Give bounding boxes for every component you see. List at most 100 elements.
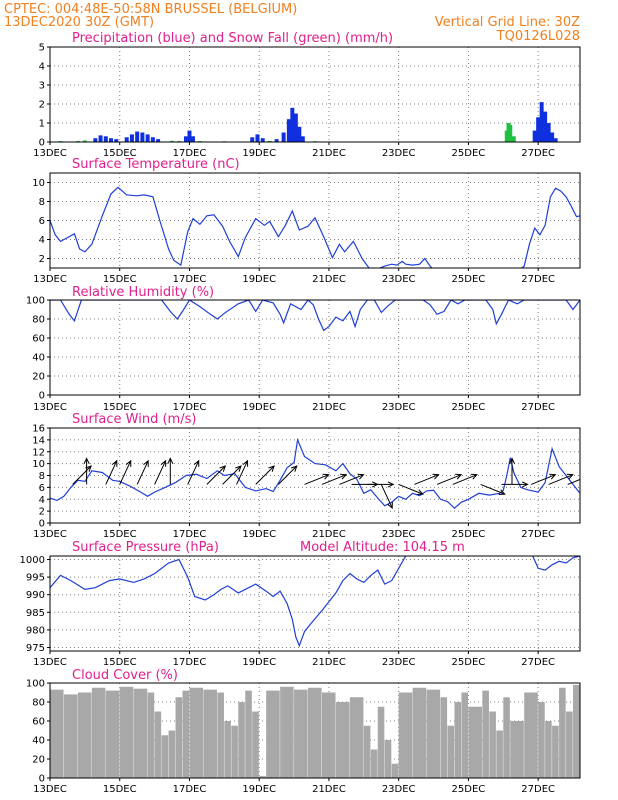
cloud-bar [440,697,448,778]
panel-title: Cloud Cover (%) [72,668,178,683]
x-tick-label: 17DEC [173,529,207,540]
cloud-bar [231,725,238,778]
y-tick-label: 80 [32,698,45,709]
wind-arrow [530,474,556,485]
cloud-bar [503,697,510,778]
wind-arrow [187,460,200,485]
wind-arrow [222,465,242,485]
y-tick-label: 995 [26,573,45,584]
precip-bar [145,134,150,142]
snow-bar [511,136,516,142]
series-line [50,556,580,648]
y-tick-label: 60 [32,334,45,345]
x-tick-label: 27DEC [521,148,555,159]
precip-bar [286,119,291,142]
snow-bar [170,140,175,142]
x-tick-label: 19DEC [242,402,276,413]
cloud-bar [559,687,566,778]
y-tick-label: 8 [39,471,45,482]
panel-title: Surface Pressure (hPa) [72,540,219,555]
precip-bar [250,137,255,142]
x-tick-label: 17DEC [173,657,207,668]
precip-bar [293,113,298,142]
plot-frame [49,555,581,652]
series-line [50,186,580,268]
y-tick-label: 80 [32,315,45,326]
cloud-bar [168,730,176,778]
wind-arrowhead [566,473,574,480]
x-tick-label: 15DEC [103,274,137,285]
cloud-bar [377,706,385,778]
x-tick-label: 23DEC [382,148,416,159]
cloud-bar [363,725,371,778]
wind-arrowhead [387,481,395,488]
precip-bar [93,138,98,142]
x-tick-label: 13DEC [33,657,67,668]
wind-arrow [414,474,439,485]
y-tick-label: 2 [39,100,45,111]
snow-bar [267,140,272,142]
x-tick-label: 21DEC [312,402,346,413]
wind-arrowhead [387,501,393,510]
x-tick-label: 13DEC [33,402,67,413]
plot-frame [49,299,581,396]
wind-arrowhead [167,457,174,465]
wind-arrowhead [219,465,227,472]
panel-6: 0 20 40 60 80 100 13DEC 15DEC 17DEC 19DEC 21DEC 23D… [26,668,581,795]
y-tick-label: 1 [39,119,45,130]
wind-arrow [72,465,92,485]
x-tick-label: 25DEC [452,784,486,795]
cloud-bar [77,692,92,778]
snow-bar [82,140,87,142]
precip-bar [109,138,114,142]
precip-bar [546,123,551,142]
cloud-bar [510,721,524,778]
cloud-bar [280,686,294,778]
cloud-bar [349,697,364,778]
wind-arrowhead [242,459,249,467]
cloud-bar [482,690,489,778]
cloud-bar [105,690,120,778]
wind-arrow [105,460,118,485]
y-tick-label: 0 [39,138,45,149]
cloud-bar [189,687,204,778]
x-tick-label: 15DEC [103,657,137,668]
wind-arrowhead [83,457,90,465]
wind-arrow [380,484,393,509]
y-tick-label: 0 [39,519,45,530]
precip-bar [135,131,140,142]
x-tick-label: 23DEC [382,784,416,795]
plot-area [50,437,580,510]
precip-bar [103,136,108,142]
y-tick-label: 100 [26,679,45,690]
wind-arrow [436,474,462,485]
x-tick-label: 21DEC [312,274,346,285]
panel-3: 0 20 40 60 80 100 13DEC 15DEC 17DEC 19DEC 21DEC 23D… [26,285,581,413]
y-tick-label: 100 [26,296,45,307]
plot-frame [49,46,581,143]
cloud-bar [308,687,322,778]
y-tick-label: 12 [32,447,45,458]
plot-frame [49,682,581,779]
x-tick-label: 19DEC [242,529,276,540]
precip-bar [187,130,192,142]
wind-arrow [548,474,573,485]
x-tick-label: 19DEC [242,784,276,795]
cloud-bar [426,689,441,778]
x-tick-label: 17DEC [173,402,207,413]
x-tick-label: 13DEC [33,274,67,285]
plot-area [58,102,558,142]
wind-arrowhead [125,459,132,467]
y-tick-label: 980 [26,625,45,636]
precip-bar [255,134,260,142]
x-tick-label: 23DEC [382,657,416,668]
x-tick-label: 27DEC [521,784,555,795]
plot-area [50,300,580,332]
x-tick-label: 17DEC [173,274,207,285]
plot-area [50,186,580,268]
x-tick-label: 23DEC [382,529,416,540]
wind-arrow [119,460,132,485]
x-tick-label: 13DEC [33,148,67,159]
